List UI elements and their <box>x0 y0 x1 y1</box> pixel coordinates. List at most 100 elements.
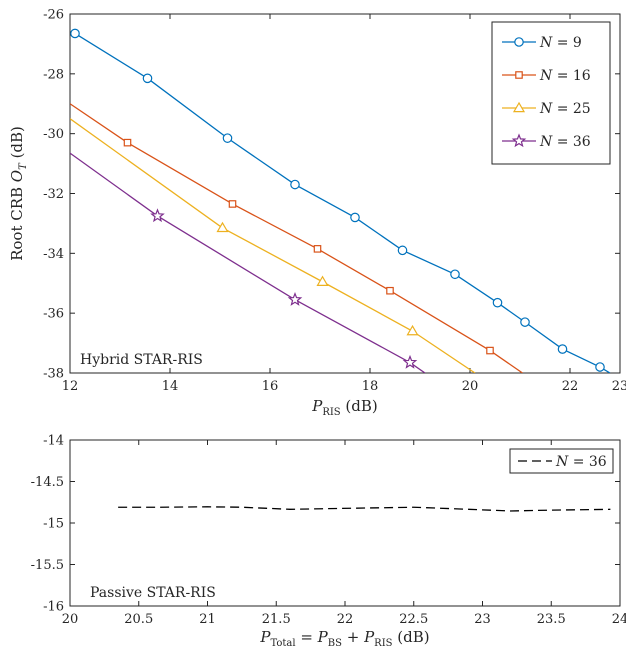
bot-xlabel-sub1: Total <box>270 638 295 649</box>
bottom-xtick-label: 24 <box>612 612 626 627</box>
data-point <box>492 297 503 308</box>
data-point <box>290 179 300 190</box>
legend-marker <box>515 71 523 79</box>
bottom-xtick-label: 21.5 <box>262 612 291 627</box>
legend-entry: N = 36 <box>518 454 607 470</box>
passive-star-ris-chart: 20 20.5 21 21.5 22 22.5 23 23.5 24 -16 -15.5 -15 -14… <box>31 434 626 650</box>
top-annotation: Hybrid STAR-RIS <box>80 352 203 368</box>
data-point <box>313 245 322 253</box>
top-ytick-label: -34 <box>43 247 64 262</box>
top-ytick-label: -26 <box>43 8 64 23</box>
bottom-series-group <box>118 506 611 512</box>
top-series-group <box>70 28 611 373</box>
data-point <box>557 344 568 354</box>
data-point <box>222 133 233 143</box>
legend-box <box>509 448 614 474</box>
top-xtick-label: 12 <box>62 379 79 394</box>
bottom-xtick-label: 23 <box>474 612 491 627</box>
series-n36 <box>70 152 426 373</box>
data-point <box>386 286 394 295</box>
bottom-x-axis-label: PTotal = PBS + PRIS (dB) <box>259 628 429 649</box>
legend-entry: N = 36 <box>502 133 591 150</box>
data-point <box>150 208 165 223</box>
bottom-xtick-label: 20 <box>62 612 79 627</box>
legend-box <box>491 21 611 165</box>
bottom-ytick-label: -15.5 <box>31 558 64 573</box>
bot-xlabel-unit: (dB) <box>393 628 430 646</box>
data-point <box>287 292 303 306</box>
top-axis-ticks: 12 14 16 18 20 22 23 -38 -36 -34 -32 -30 -28 -26 <box>43 8 626 395</box>
legend-label: N = 16 <box>539 68 591 84</box>
top-xtick-label: 16 <box>262 379 279 394</box>
bottom-xtick-label: 21 <box>199 612 216 627</box>
top-xtick-label: 14 <box>162 379 179 394</box>
series-n9 <box>70 28 611 373</box>
data-point <box>486 346 494 355</box>
data-point <box>228 200 237 208</box>
top-xlabel-sub: RIS <box>322 407 340 418</box>
data-point <box>397 245 408 256</box>
bottom-xtick-label: 20.5 <box>124 612 153 627</box>
legend-marker <box>512 101 526 113</box>
bot-xlabel-sub3: RIS <box>374 638 392 649</box>
series-line <box>70 103 523 373</box>
bottom-xtick-label: 22.5 <box>399 612 428 627</box>
top-xtick-label: 23 <box>612 379 626 394</box>
top-ylabel-sub: T <box>18 162 29 170</box>
bottom-ytick-label: -14 <box>43 434 64 449</box>
bottom-annotation: Passive STAR-RIS <box>90 585 216 601</box>
bot-xlabel-sub2: BS <box>328 638 342 649</box>
bottom-xtick-label: 22 <box>337 612 354 627</box>
top-xtick-label: 18 <box>362 379 379 394</box>
top-x-axis-label: PRIS (dB) <box>311 397 378 418</box>
data-point <box>123 138 132 147</box>
legend-label: N = 36 <box>555 454 607 470</box>
top-xtick-label: 20 <box>462 379 479 394</box>
top-y-axis-label: Root CRB OT (dB) <box>8 126 29 261</box>
top-ytick-label: -38 <box>43 367 64 382</box>
series-n25 <box>70 118 476 373</box>
series-line <box>70 152 426 373</box>
data-point <box>406 324 419 336</box>
top-ylabel-main: Root CRB <box>8 182 26 261</box>
legend-label: N = 36 <box>539 134 591 150</box>
top-xlabel-unit: (dB) <box>341 397 378 415</box>
bot-xlabel-plus: + <box>342 628 364 646</box>
data-point <box>450 269 460 280</box>
legend-label: N = 25 <box>539 101 591 117</box>
bottom-ytick-label: -15 <box>43 517 64 532</box>
legend-entry: N = 25 <box>502 101 591 117</box>
top-ytick-label: -30 <box>43 127 64 142</box>
series-n36-dashed-line <box>118 506 611 512</box>
bottom-ytick-label: -16 <box>43 600 64 615</box>
top-xlabel-main: P <box>311 397 323 415</box>
legend-marker <box>511 133 527 148</box>
hybrid-star-ris-chart: 12 14 16 18 20 22 23 -38 -36 -34 -32 -30 -28 -26 Hybr… <box>8 8 626 419</box>
data-point <box>70 28 80 39</box>
data-point <box>350 212 360 223</box>
legend-label: N = 9 <box>539 35 582 51</box>
bot-xlabel-p3: P <box>363 628 375 646</box>
series-n16 <box>70 103 523 373</box>
bottom-ytick-label: -14.5 <box>31 475 64 490</box>
top-ytick-label: -36 <box>43 307 64 322</box>
data-point <box>316 275 329 286</box>
top-ylabel-unit: (dB) <box>8 126 26 163</box>
bot-xlabel-eq: = <box>296 628 318 646</box>
legend-entry: N = 16 <box>502 68 591 84</box>
data-point <box>520 317 530 327</box>
data-point <box>142 73 153 84</box>
data-point <box>216 221 229 233</box>
legend-marker <box>514 37 524 47</box>
top-xtick-label: 22 <box>562 379 579 394</box>
data-point <box>402 354 418 369</box>
bot-xlabel-p2: P <box>317 628 329 646</box>
series-line <box>74 32 611 373</box>
bottom-xtick-label: 23.5 <box>537 612 566 627</box>
top-ylabel-var: O <box>8 170 26 182</box>
bottom-legend: N = 36 <box>509 448 614 474</box>
top-ytick-label: -28 <box>43 67 64 82</box>
bot-xlabel-p1: P <box>259 628 271 646</box>
top-legend: N = 9 N = 16 N = 25 N = 36 <box>491 21 611 165</box>
